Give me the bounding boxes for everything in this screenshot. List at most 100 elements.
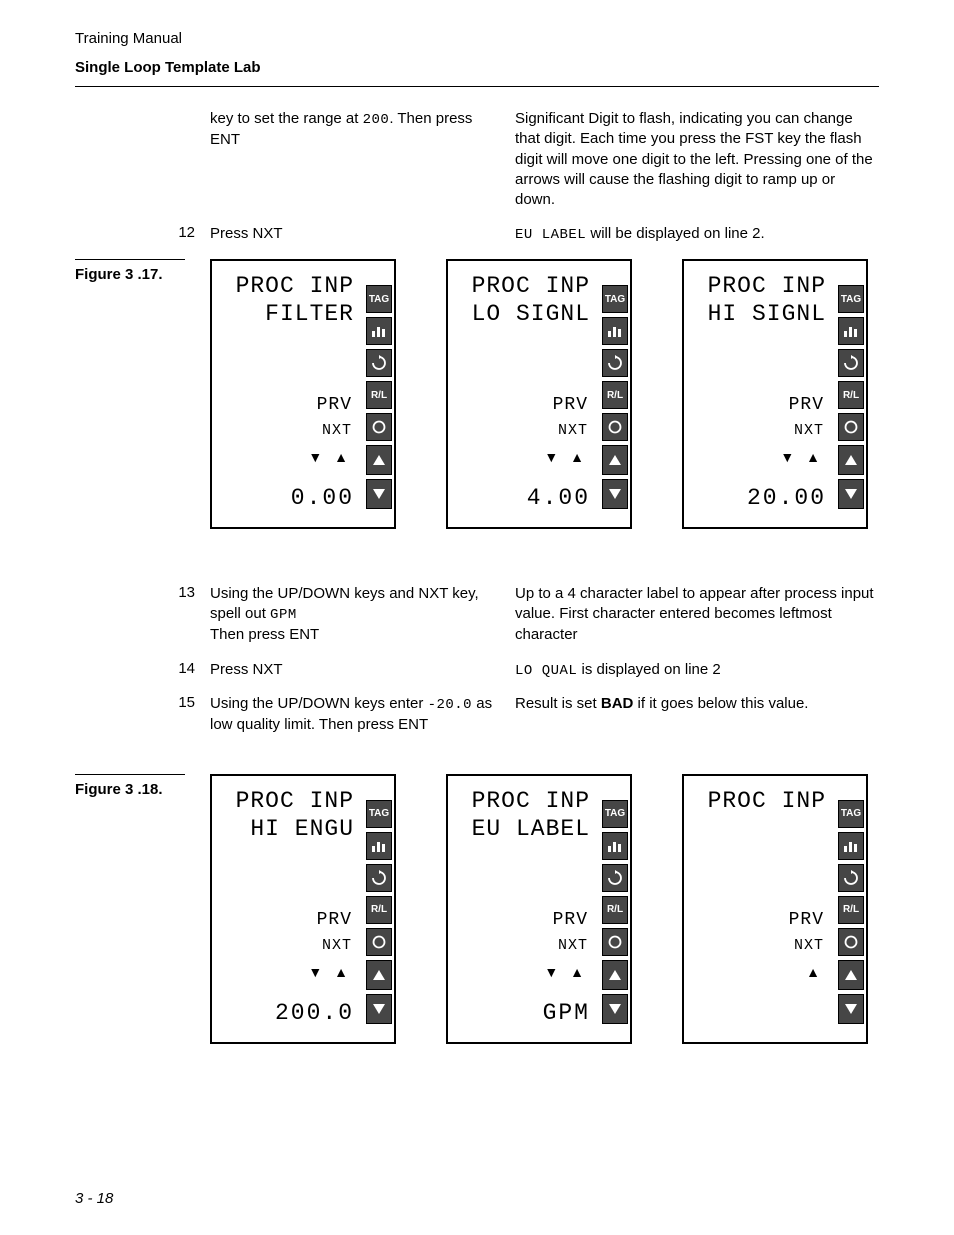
lcd-nxt-label: NXT xyxy=(794,937,824,954)
cycle-icon-button[interactable] xyxy=(602,349,628,377)
cycle-icon-button[interactable] xyxy=(602,864,628,892)
figure-318: Figure 3 .18. PROC INP HI ENGU PRV NXT ▼ ▲ 20… xyxy=(75,774,879,1044)
down-arrow-button[interactable] xyxy=(366,994,392,1024)
bar-icon-button[interactable] xyxy=(602,832,628,860)
intro-left-lcd: 200 xyxy=(363,112,390,128)
rl-button[interactable]: R/L xyxy=(602,896,628,924)
step-right: Up to a 4 character label to appear afte… xyxy=(515,584,879,645)
lcd-line2: HI SIGNL xyxy=(708,303,826,326)
device-panel: PROC INPEU LABELPRVNXT▼ ▲GPMTAGR/L xyxy=(446,774,632,1044)
lcd-nxt-label: NXT xyxy=(794,422,824,439)
lcd-prv-label: PRV xyxy=(317,395,352,415)
step-continuation: key to set the range at 200. Then press … xyxy=(75,109,879,210)
lcd-arrow-indicators: ▼ ▲ xyxy=(544,449,588,465)
figure-317: Figure 3 .17. PROC INP FILTER PRV NXT ▼ ▲ 0.0… xyxy=(75,259,879,529)
lcd-line1: PROC INP xyxy=(472,275,590,298)
step-right-pre: Result is set xyxy=(515,695,601,712)
rl-button[interactable]: R/L xyxy=(366,896,392,924)
lcd-value: 4.00 xyxy=(527,485,590,511)
step-right-post: is displayed on line 2 xyxy=(577,661,720,678)
down-arrow-button[interactable] xyxy=(602,479,628,509)
tag-button[interactable]: TAG xyxy=(838,800,864,828)
header-doc-title: Training Manual xyxy=(75,30,879,47)
circle-icon-button[interactable] xyxy=(366,928,392,956)
cycle-icon-button[interactable] xyxy=(838,349,864,377)
cycle-icon-button[interactable] xyxy=(838,864,864,892)
header-rule xyxy=(75,86,879,87)
circle-icon-button[interactable] xyxy=(366,413,392,441)
circle-icon-button[interactable] xyxy=(602,928,628,956)
lcd-nxt-label: NXT xyxy=(558,937,588,954)
step-number: 14 xyxy=(75,660,210,681)
up-arrow-button[interactable] xyxy=(838,960,864,990)
lcd-value: 200.0 xyxy=(275,1000,354,1026)
up-arrow-button[interactable] xyxy=(838,445,864,475)
step-right-post: if it goes below this value. xyxy=(633,695,808,712)
lcd-value: GPM xyxy=(543,1000,590,1026)
up-arrow-button[interactable] xyxy=(366,960,392,990)
bar-icon-button[interactable] xyxy=(366,317,392,345)
lcd-value: 0.00 xyxy=(291,485,354,511)
header-section-title: Single Loop Template Lab xyxy=(75,59,879,76)
rl-button[interactable]: R/L xyxy=(838,896,864,924)
up-arrow-button[interactable] xyxy=(602,960,628,990)
tag-button[interactable]: TAG xyxy=(602,800,628,828)
intro-left-a: key to set the range at xyxy=(210,110,363,127)
lcd-value: 20.00 xyxy=(747,485,826,511)
step-right-lcd: LO QUAL xyxy=(515,663,577,679)
lcd-prv-label: PRV xyxy=(553,395,588,415)
step-left: Press NXT xyxy=(210,224,515,245)
device-panel: PROC INPPRVNXT▲TAGR/L xyxy=(682,774,868,1044)
figure-label: Figure 3 .17. xyxy=(75,266,210,283)
rl-button[interactable]: R/L xyxy=(838,381,864,409)
step-number: 15 xyxy=(75,694,210,735)
lcd-line2: FILTER xyxy=(265,303,354,326)
bar-icon-button[interactable] xyxy=(838,832,864,860)
figure-label: Figure 3 .18. xyxy=(75,781,210,798)
lcd-line1: PROC INP xyxy=(708,790,826,813)
up-arrow-button[interactable] xyxy=(366,445,392,475)
intro-right: Significant Digit to flash, indicating y… xyxy=(515,109,879,210)
step-number: 12 xyxy=(75,224,210,245)
lcd-arrow-indicators: ▼ ▲ xyxy=(308,964,352,980)
step-left-a: Using the UP/DOWN keys enter xyxy=(210,695,428,712)
page: Training Manual Single Loop Template Lab… xyxy=(0,0,954,1235)
step-right-post: will be displayed on line 2. xyxy=(586,225,764,242)
device-panel: PROC INP HI SIGNL PRV NXT ▼ ▲ 20.00 TAG R/L xyxy=(682,259,868,529)
lcd-prv-label: PRV xyxy=(317,910,352,930)
device-panel: PROC INPHI ENGUPRVNXT▼ ▲200.0TAGR/L xyxy=(210,774,396,1044)
circle-icon-button[interactable] xyxy=(838,413,864,441)
lcd-arrow-indicators: ▼ ▲ xyxy=(544,964,588,980)
cycle-icon-button[interactable] xyxy=(366,864,392,892)
circle-icon-button[interactable] xyxy=(838,928,864,956)
cycle-icon-button[interactable] xyxy=(366,349,392,377)
step-left-a: Using the UP/DOWN keys and NXT key, spel… xyxy=(210,585,479,622)
tag-button[interactable]: TAG xyxy=(366,285,392,313)
bar-icon-button[interactable] xyxy=(366,832,392,860)
tag-button[interactable]: TAG xyxy=(838,285,864,313)
lcd-line1: PROC INP xyxy=(708,275,826,298)
page-number: 3 - 18 xyxy=(75,1190,113,1207)
step-left: Press NXT xyxy=(210,660,515,681)
lcd-prv-label: PRV xyxy=(553,910,588,930)
lcd-arrow-indicators: ▲ xyxy=(806,964,824,980)
down-arrow-button[interactable] xyxy=(838,994,864,1024)
bar-icon-button[interactable] xyxy=(602,317,628,345)
down-arrow-button[interactable] xyxy=(838,479,864,509)
bar-icon-button[interactable] xyxy=(838,317,864,345)
lcd-nxt-label: NXT xyxy=(322,937,352,954)
down-arrow-button[interactable] xyxy=(366,479,392,509)
tag-button[interactable]: TAG xyxy=(602,285,628,313)
circle-icon-button[interactable] xyxy=(602,413,628,441)
tag-button[interactable]: TAG xyxy=(366,800,392,828)
down-arrow-button[interactable] xyxy=(602,994,628,1024)
up-arrow-button[interactable] xyxy=(602,445,628,475)
lcd-arrow-indicators: ▼ ▲ xyxy=(780,449,824,465)
lcd-nxt-label: NXT xyxy=(322,422,352,439)
rl-button[interactable]: R/L xyxy=(602,381,628,409)
figure-label-rule xyxy=(75,259,185,260)
rl-button[interactable]: R/L xyxy=(366,381,392,409)
lcd-prv-label: PRV xyxy=(789,395,824,415)
lcd-line2: HI ENGU xyxy=(250,818,354,841)
figure-label-rule xyxy=(75,774,185,775)
